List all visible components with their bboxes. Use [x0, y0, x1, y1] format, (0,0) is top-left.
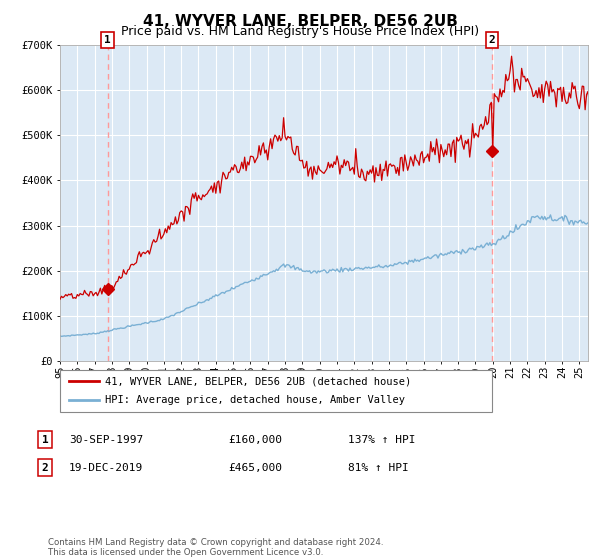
Text: Contains HM Land Registry data © Crown copyright and database right 2024.
This d: Contains HM Land Registry data © Crown c… — [48, 538, 383, 557]
Text: £160,000: £160,000 — [228, 435, 282, 445]
Text: HPI: Average price, detached house, Amber Valley: HPI: Average price, detached house, Ambe… — [105, 395, 405, 405]
Text: 2: 2 — [489, 35, 496, 45]
Text: 137% ↑ HPI: 137% ↑ HPI — [348, 435, 415, 445]
Text: 41, WYVER LANE, BELPER, DE56 2UB: 41, WYVER LANE, BELPER, DE56 2UB — [143, 14, 457, 29]
Text: 2: 2 — [41, 463, 49, 473]
Text: 41, WYVER LANE, BELPER, DE56 2UB (detached house): 41, WYVER LANE, BELPER, DE56 2UB (detach… — [105, 376, 411, 386]
Text: £465,000: £465,000 — [228, 463, 282, 473]
Text: 30-SEP-1997: 30-SEP-1997 — [69, 435, 143, 445]
Text: 81% ↑ HPI: 81% ↑ HPI — [348, 463, 409, 473]
Text: 1: 1 — [104, 35, 111, 45]
Text: Price paid vs. HM Land Registry's House Price Index (HPI): Price paid vs. HM Land Registry's House … — [121, 25, 479, 38]
Text: 19-DEC-2019: 19-DEC-2019 — [69, 463, 143, 473]
Text: 1: 1 — [41, 435, 49, 445]
